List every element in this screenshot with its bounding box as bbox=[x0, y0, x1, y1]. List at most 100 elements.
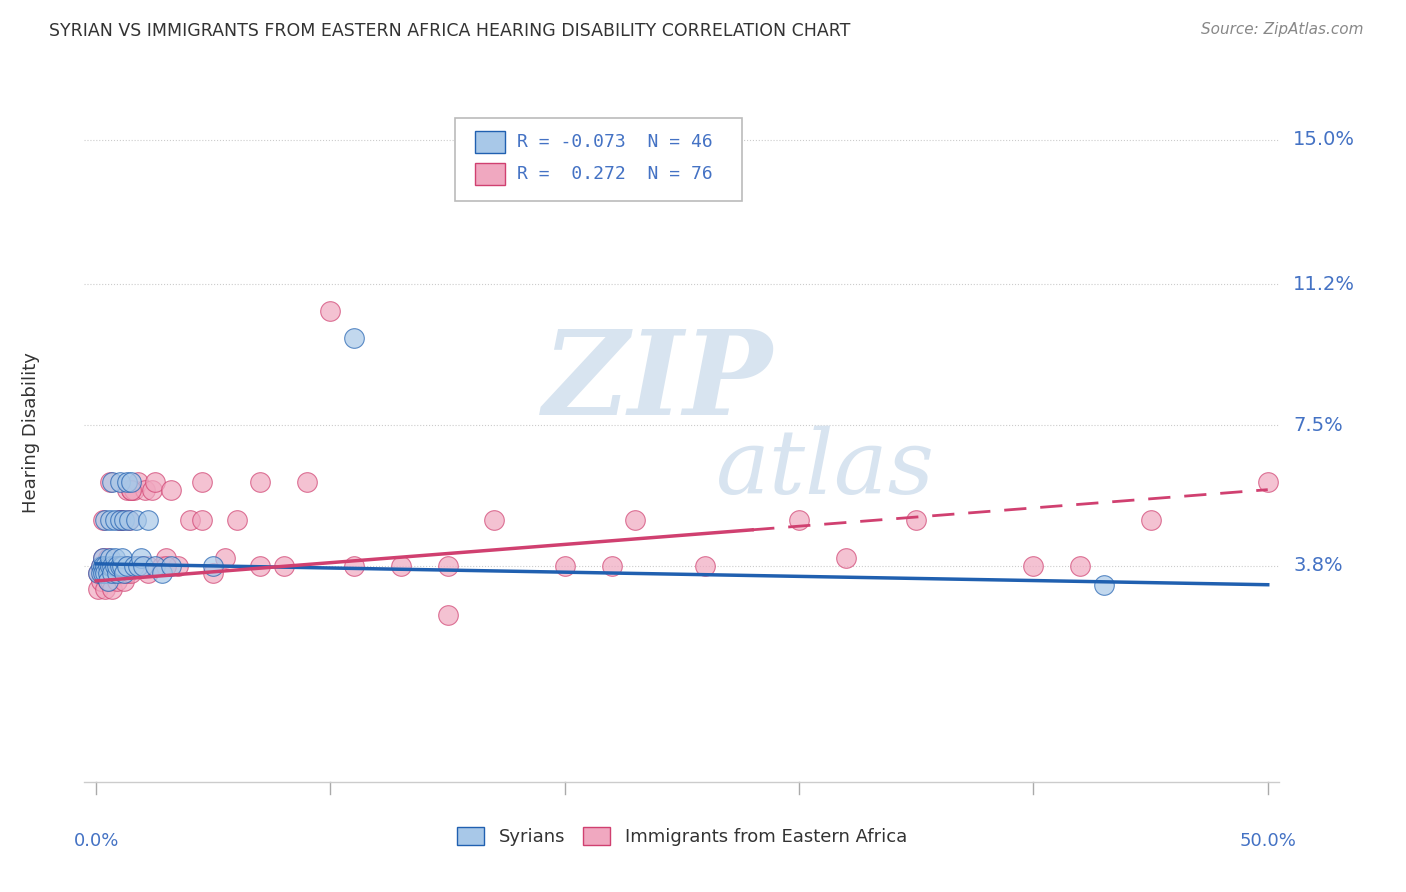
Point bbox=[111, 558, 134, 573]
Text: 15.0%: 15.0% bbox=[1294, 130, 1355, 149]
Point bbox=[104, 551, 127, 566]
Point bbox=[98, 574, 121, 588]
Point bbox=[101, 566, 124, 581]
Point bbox=[190, 513, 212, 527]
Point bbox=[101, 558, 124, 573]
Text: 11.2%: 11.2% bbox=[1294, 275, 1355, 293]
Point bbox=[120, 475, 142, 489]
Point bbox=[108, 475, 131, 489]
Point bbox=[91, 558, 114, 573]
Point bbox=[97, 574, 120, 588]
Point bbox=[905, 513, 928, 527]
Point bbox=[343, 558, 366, 573]
Point bbox=[155, 551, 177, 566]
Point bbox=[90, 558, 112, 573]
Point bbox=[1069, 558, 1091, 573]
Point bbox=[225, 513, 247, 527]
Point bbox=[122, 558, 145, 573]
Point bbox=[1139, 513, 1161, 527]
Point bbox=[97, 558, 120, 573]
Point bbox=[104, 558, 127, 573]
Point bbox=[101, 582, 124, 596]
Point bbox=[122, 483, 145, 497]
Point bbox=[1022, 558, 1045, 573]
Point bbox=[97, 551, 120, 566]
Point bbox=[273, 558, 295, 573]
Point bbox=[179, 513, 201, 527]
Point bbox=[87, 566, 110, 581]
FancyBboxPatch shape bbox=[475, 163, 505, 185]
Point bbox=[136, 566, 159, 581]
Text: R = -0.073  N = 46: R = -0.073 N = 46 bbox=[517, 133, 713, 151]
Point bbox=[554, 558, 576, 573]
Point bbox=[94, 566, 117, 581]
Point bbox=[90, 566, 112, 581]
Point bbox=[214, 551, 236, 566]
Point bbox=[91, 551, 114, 566]
Point bbox=[202, 566, 225, 581]
Point bbox=[389, 558, 412, 573]
Point bbox=[1092, 578, 1115, 592]
Point bbox=[249, 558, 271, 573]
Text: ZIP: ZIP bbox=[543, 325, 773, 440]
Text: atlas: atlas bbox=[716, 425, 935, 512]
Text: R =  0.272  N = 76: R = 0.272 N = 76 bbox=[517, 165, 713, 183]
Point bbox=[94, 582, 117, 596]
Point bbox=[90, 574, 112, 588]
Point bbox=[115, 475, 138, 489]
Point bbox=[835, 551, 858, 566]
Text: 7.5%: 7.5% bbox=[1294, 416, 1343, 434]
Point bbox=[91, 566, 114, 581]
Point bbox=[115, 566, 138, 581]
Point bbox=[98, 513, 121, 527]
Point bbox=[484, 513, 506, 527]
Legend: Syrians, Immigrants from Eastern Africa: Syrians, Immigrants from Eastern Africa bbox=[450, 820, 914, 854]
Point bbox=[87, 582, 110, 596]
Point bbox=[600, 558, 623, 573]
Point bbox=[105, 558, 128, 573]
Point bbox=[319, 304, 342, 318]
Text: Source: ZipAtlas.com: Source: ZipAtlas.com bbox=[1201, 22, 1364, 37]
Point bbox=[695, 558, 717, 573]
Point bbox=[120, 483, 142, 497]
Point bbox=[115, 558, 138, 573]
Point bbox=[155, 558, 177, 573]
Text: 0.0%: 0.0% bbox=[73, 832, 118, 850]
Point bbox=[112, 574, 135, 588]
Point bbox=[129, 551, 152, 566]
Point bbox=[91, 513, 114, 527]
Text: SYRIAN VS IMMIGRANTS FROM EASTERN AFRICA HEARING DISABILITY CORRELATION CHART: SYRIAN VS IMMIGRANTS FROM EASTERN AFRICA… bbox=[49, 22, 851, 40]
Point bbox=[111, 551, 134, 566]
Point bbox=[1257, 475, 1279, 489]
Point bbox=[125, 558, 148, 573]
Point bbox=[112, 513, 135, 527]
Point bbox=[136, 558, 159, 573]
Point bbox=[104, 566, 127, 581]
Point bbox=[98, 551, 121, 566]
Text: 3.8%: 3.8% bbox=[1294, 557, 1343, 575]
Point bbox=[436, 558, 458, 573]
Point bbox=[436, 608, 458, 623]
Point bbox=[624, 513, 647, 527]
Point bbox=[94, 558, 117, 573]
Point bbox=[104, 513, 127, 527]
Point bbox=[98, 558, 121, 573]
Point bbox=[98, 558, 121, 573]
Point bbox=[118, 513, 141, 527]
Point bbox=[115, 483, 138, 497]
Point bbox=[190, 475, 212, 489]
Point bbox=[112, 566, 135, 581]
Point bbox=[105, 574, 128, 588]
Point bbox=[132, 558, 155, 573]
Point bbox=[160, 558, 183, 573]
Point bbox=[111, 566, 134, 581]
Point bbox=[150, 558, 173, 573]
Point bbox=[105, 558, 128, 573]
Point bbox=[87, 566, 110, 581]
Point bbox=[167, 558, 190, 573]
Point bbox=[160, 483, 183, 497]
Text: Hearing Disability: Hearing Disability bbox=[21, 352, 39, 513]
Point bbox=[120, 483, 142, 497]
Point bbox=[118, 513, 141, 527]
Point bbox=[101, 475, 124, 489]
